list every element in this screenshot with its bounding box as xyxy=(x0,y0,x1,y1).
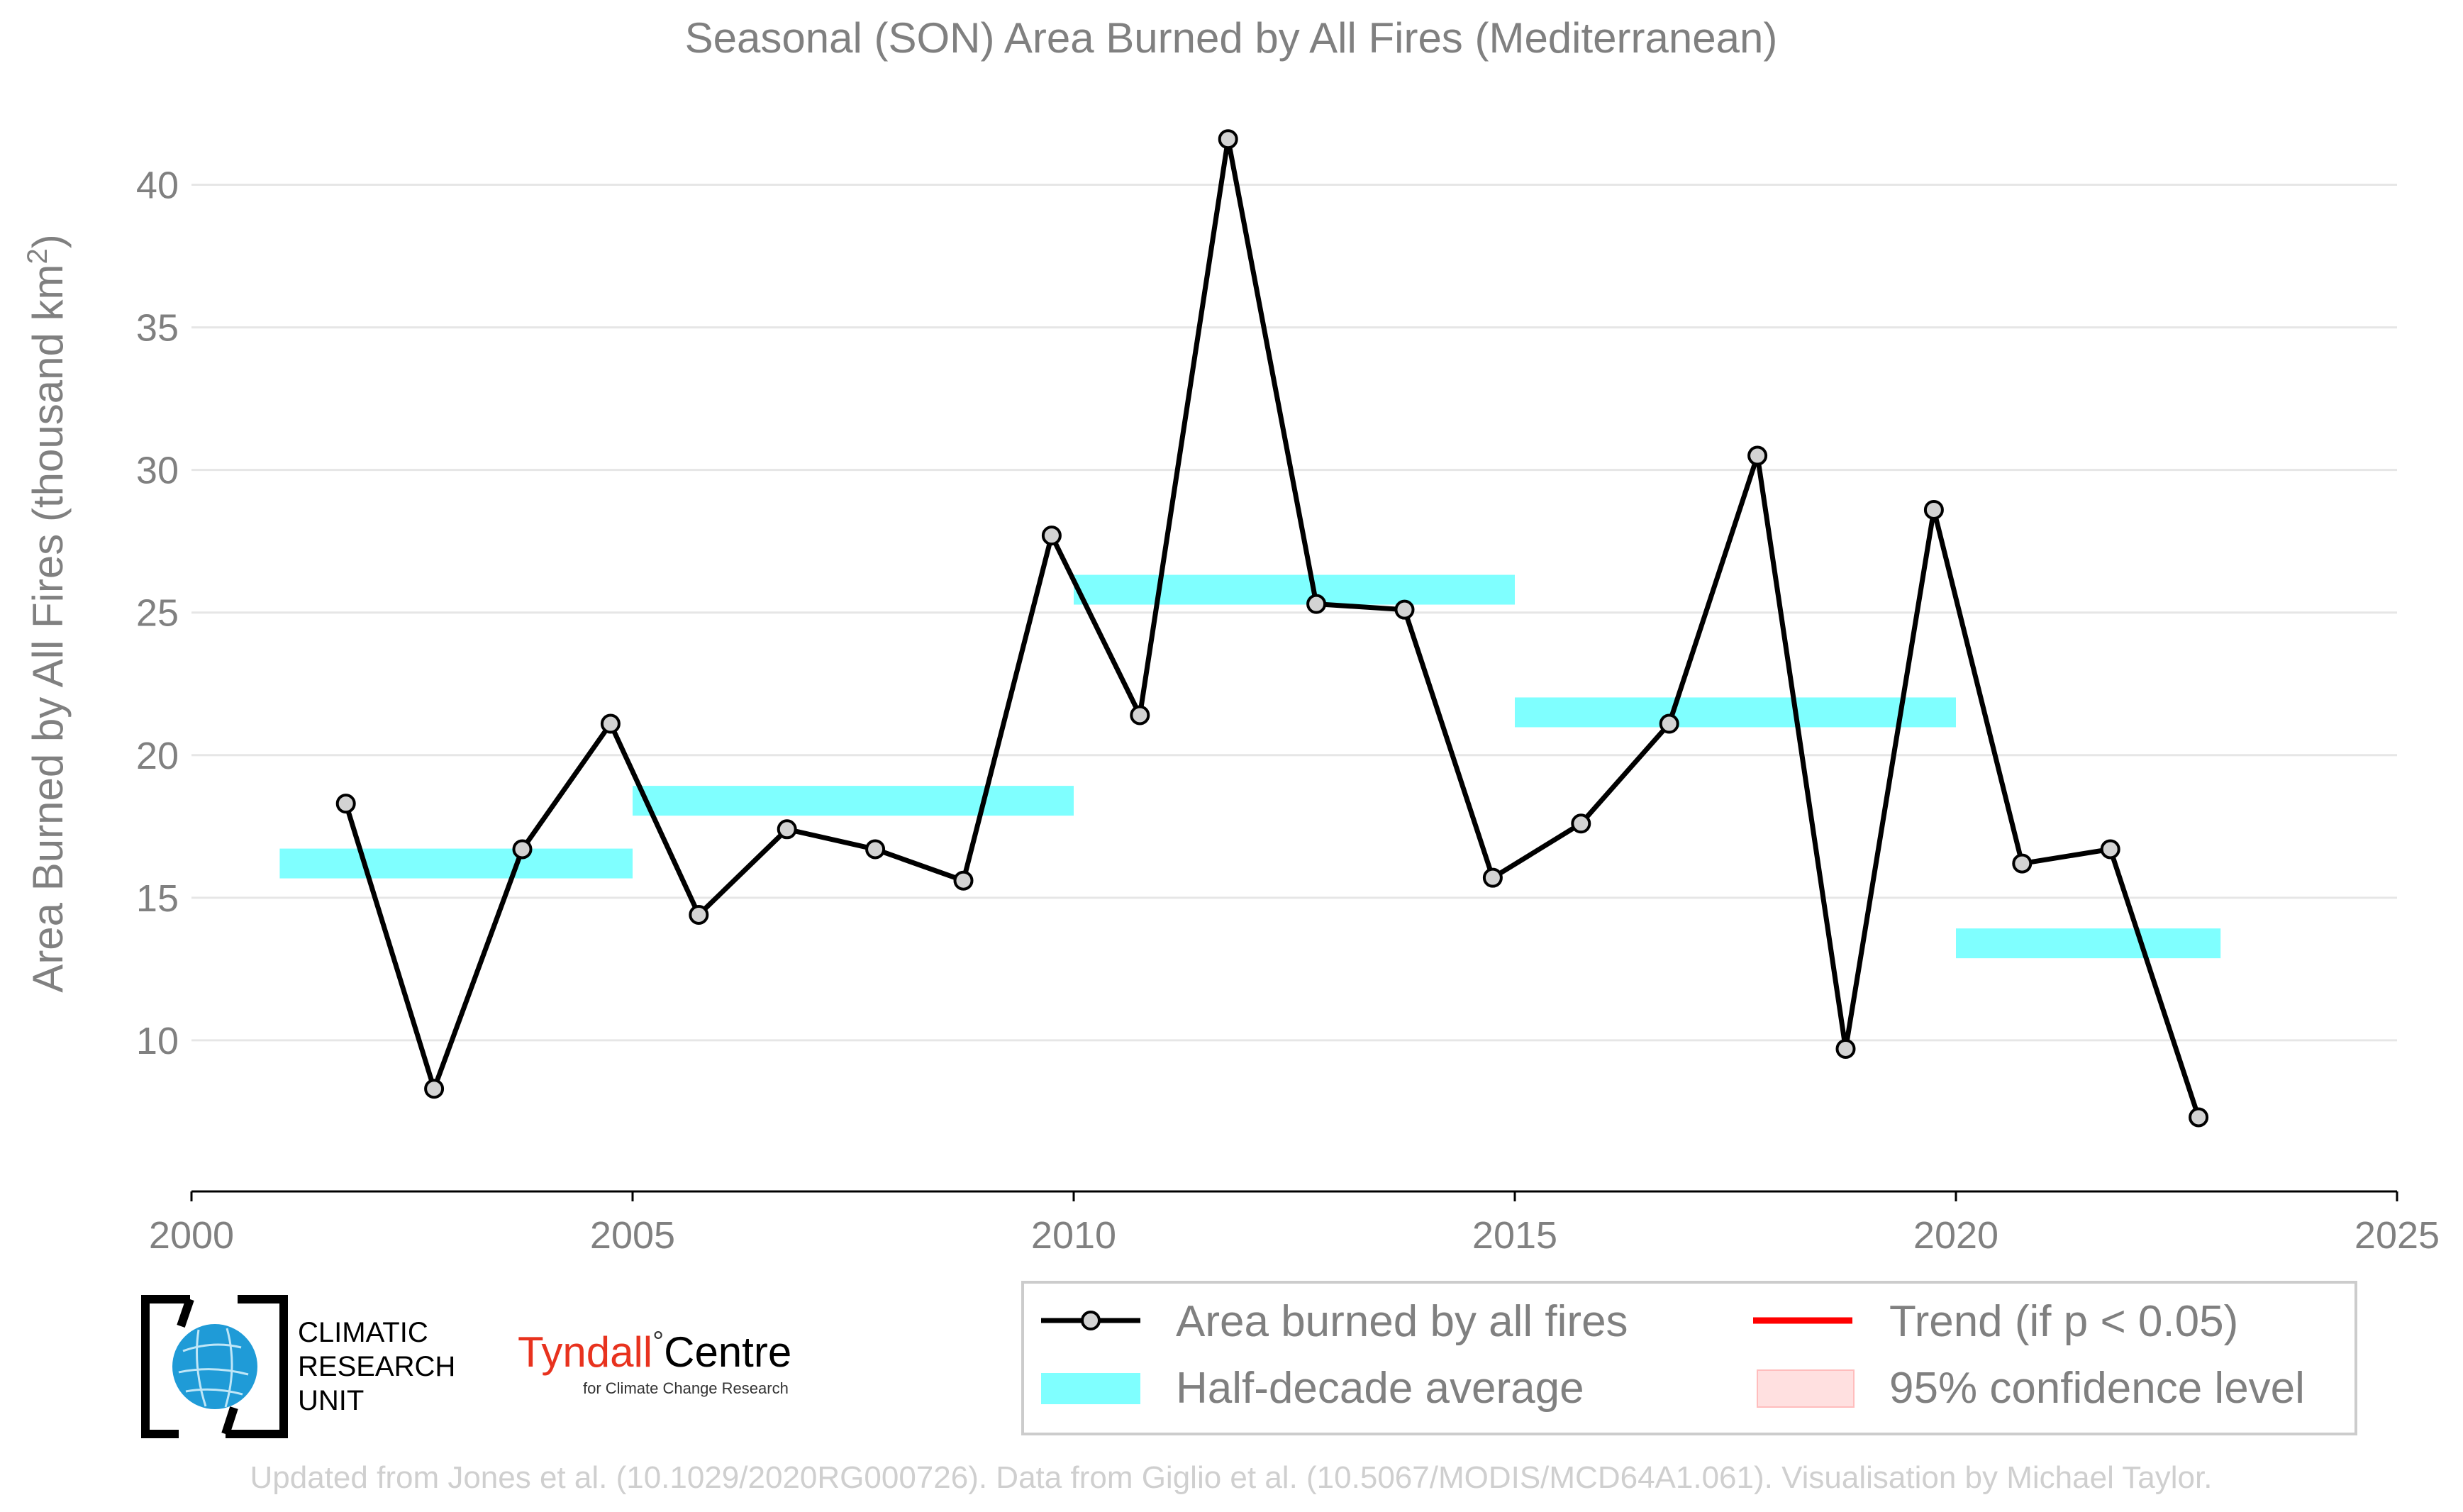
series-area-burned xyxy=(343,136,2201,1118)
globe-icon-lines xyxy=(178,1328,249,1408)
globe-icon xyxy=(172,1324,257,1409)
y-tick-label-25: 25 xyxy=(136,592,179,635)
data-point-19 xyxy=(2012,853,2033,874)
data-points xyxy=(335,129,2209,1128)
x-tick-label-2005: 2005 xyxy=(590,1214,675,1257)
x-tick-label-2025: 2025 xyxy=(2354,1214,2440,1257)
legend-label-series: Area burned by all fires xyxy=(1176,1297,1628,1346)
half-decade-bands xyxy=(279,574,2221,959)
data-point-0 xyxy=(335,794,356,814)
data-point-6 xyxy=(865,839,886,860)
cru-logo-slash-bottom xyxy=(221,1406,238,1435)
data-point-1 xyxy=(424,1079,445,1099)
half-decade-band-0 xyxy=(279,848,633,879)
cru-logo-text-line1: CLIMATIC xyxy=(298,1317,428,1348)
x-tick-label-2020: 2020 xyxy=(1913,1214,1998,1257)
tyndall-logo-main: Tyndall xyxy=(518,1328,652,1376)
data-point-20 xyxy=(2100,839,2120,860)
tyndall-logo-centre: Centre xyxy=(664,1328,791,1376)
data-point-9 xyxy=(1130,705,1150,726)
y-tick-label-40: 40 xyxy=(136,165,179,207)
cru-logo-slash-top xyxy=(177,1298,194,1328)
data-point-2 xyxy=(512,839,533,860)
cru-logo-text-line2: RESEARCH xyxy=(298,1351,455,1382)
x-tick-label-2000: 2000 xyxy=(149,1214,234,1257)
half-decade-band-4 xyxy=(1956,928,2221,959)
data-point-7 xyxy=(953,870,974,891)
data-point-17 xyxy=(1835,1038,1856,1059)
cru-logo-bracket-left xyxy=(141,1295,190,1438)
data-point-4 xyxy=(689,904,709,925)
cru-logo: CLIMATIC RESEARCH UNIT xyxy=(141,1295,455,1438)
legend-swatch-confidence xyxy=(1757,1369,1855,1408)
tyndall-logo: Tyndall°Centre for Climate Change Resear… xyxy=(518,1326,791,1397)
series-line-area-burned xyxy=(343,136,2201,1118)
data-point-18 xyxy=(1923,499,1944,520)
legend-label-half-decade: Half-decade average xyxy=(1176,1364,1584,1413)
y-tick-labels: 10 15 20 25 30 35 40 xyxy=(136,165,179,1062)
tyndall-logo-text: Tyndall°Centre xyxy=(518,1326,791,1376)
y-tick-label-30: 30 xyxy=(136,450,179,492)
data-point-16 xyxy=(1747,445,1768,466)
legend-label-confidence: 95% confidence level xyxy=(1889,1364,2305,1413)
data-point-8 xyxy=(1041,526,1062,546)
legend-swatch-half-decade xyxy=(1041,1373,1140,1404)
tyndall-logo-degree: ° xyxy=(652,1326,664,1357)
data-point-13 xyxy=(1482,867,1503,888)
y-axis-label-end: ) xyxy=(24,234,72,248)
legend-frame xyxy=(1021,1281,2357,1435)
attribution-footer: Updated from Jones et al. (10.1029/2020R… xyxy=(250,1460,2213,1495)
legend-swatch-series-marker xyxy=(1081,1311,1101,1330)
y-axis-label-main: Area Burned by All Fires (thousand km xyxy=(24,265,72,993)
y-axis-label-superscript: 2 xyxy=(22,248,53,264)
data-point-15 xyxy=(1659,713,1679,734)
data-point-12 xyxy=(1394,599,1415,620)
half-decade-band-2 xyxy=(1074,574,1515,605)
y-tick-label-15: 15 xyxy=(136,877,179,920)
chart-title: Seasonal (SON) Area Burned by All Fires … xyxy=(685,14,1778,62)
cru-logo-bracket-right xyxy=(226,1295,288,1438)
data-point-11 xyxy=(1306,594,1327,614)
tyndall-logo-subtitle: for Climate Change Research xyxy=(583,1379,789,1397)
cru-logo-text-line3: UNIT xyxy=(298,1385,364,1416)
y-tick-label-10: 10 xyxy=(136,1020,179,1062)
grid-lines xyxy=(191,184,2397,1042)
data-point-3 xyxy=(600,713,621,734)
half-decade-band-1 xyxy=(633,786,1074,816)
legend: Area burned by all fires Trend (if p < 0… xyxy=(1021,1281,2357,1435)
half-decade-band-3 xyxy=(1515,697,1956,728)
y-tick-label-35: 35 xyxy=(136,307,179,350)
y-tick-label-20: 20 xyxy=(136,735,179,777)
data-point-10 xyxy=(1218,129,1238,150)
y-axis-label: Area Burned by All Fires (thousand km2) xyxy=(22,234,72,992)
x-axis: 2000 2005 2010 2015 2020 2025 xyxy=(149,1190,2440,1257)
x-tick-label-2010: 2010 xyxy=(1031,1214,1116,1257)
data-point-14 xyxy=(1571,813,1591,834)
data-point-5 xyxy=(777,819,797,840)
legend-label-trend: Trend (if p < 0.05) xyxy=(1889,1297,2238,1346)
x-tick-label-2015: 2015 xyxy=(1472,1214,1557,1257)
data-point-21 xyxy=(2189,1107,2209,1128)
